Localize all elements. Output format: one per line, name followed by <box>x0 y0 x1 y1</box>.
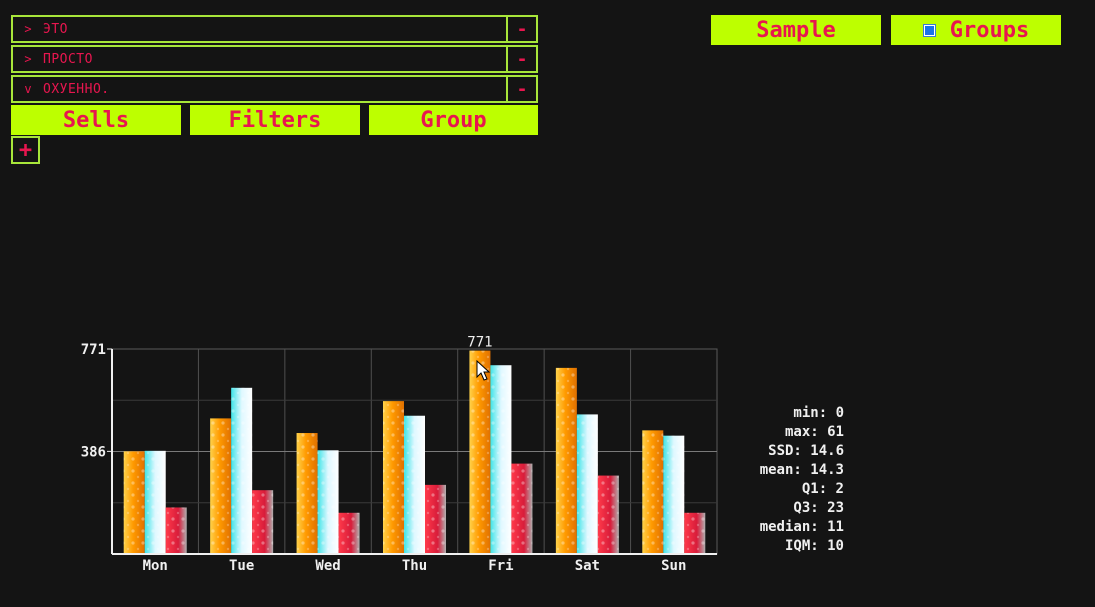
bar-texture <box>576 414 598 554</box>
x-tick-label: Sun <box>661 558 686 574</box>
x-tick-label: Tue <box>229 558 254 574</box>
hover-value-label: 771 <box>467 335 492 351</box>
remove-button[interactable]: - <box>506 47 536 71</box>
bar-texture <box>425 484 446 554</box>
bar-texture <box>555 367 577 554</box>
bar-texture <box>317 450 339 554</box>
stat-max: max: 61 <box>784 424 844 440</box>
stat-min: min: 0 <box>793 405 844 421</box>
bar-texture <box>642 430 664 554</box>
tree-row-3[interactable]: v ОХУЕННО. - <box>11 75 538 103</box>
y-tick-label: 386 <box>81 444 106 460</box>
remove-button[interactable]: - <box>506 77 536 101</box>
groups-toggle[interactable]: Groups <box>891 15 1061 45</box>
bar-texture <box>338 512 360 554</box>
tab-group[interactable]: Group <box>369 105 538 135</box>
chevron-down-icon[interactable]: v <box>24 82 32 96</box>
chart-bars <box>123 350 706 554</box>
bar-texture <box>165 507 187 554</box>
x-tick-label: Mon <box>143 558 168 574</box>
tree-row-1[interactable]: > ЭТО - <box>11 15 538 43</box>
groups-checkbox[interactable] <box>922 23 936 37</box>
stat-q1: Q1: 2 <box>801 481 844 497</box>
add-button[interactable]: + <box>11 136 40 164</box>
x-tick-label: Fri <box>488 558 513 574</box>
x-tick-label: Sat <box>575 558 600 574</box>
stat-iqm: IQM: 10 <box>784 538 844 554</box>
mouse-cursor-icon <box>476 359 491 381</box>
bar-texture <box>469 350 491 554</box>
x-tick-label: Thu <box>402 558 427 574</box>
bar-texture <box>210 418 232 554</box>
bar-texture <box>663 435 685 554</box>
bar-texture <box>684 512 706 554</box>
remove-button[interactable]: - <box>506 17 536 41</box>
chart-axes: Mon Tue Wed Thu Fri Sat Sun 386 771 771 <box>81 335 717 574</box>
tab-filters[interactable]: Filters <box>190 105 360 135</box>
bar-texture <box>296 433 318 554</box>
y-tick-label: 771 <box>81 342 106 358</box>
bar-texture <box>597 475 619 554</box>
bar-texture <box>511 463 533 554</box>
bar-texture <box>404 415 425 554</box>
stat-ssd: SSD: 14.6 <box>768 443 844 459</box>
tree-row-label: ОХУЕННО. <box>43 81 110 97</box>
stats-panel: min: 0 max: 61 SSD: 14.6 mean: 14.3 Q1: … <box>740 404 844 556</box>
tree-row-2[interactable]: > ПРОСТО - <box>11 45 538 73</box>
groups-label: Groups <box>949 17 1030 43</box>
bar-texture <box>383 401 404 554</box>
tree-row-label: ЭТО <box>43 21 68 37</box>
bar-texture <box>490 365 512 554</box>
chevron-right-icon[interactable]: > <box>24 52 32 66</box>
bar-texture <box>123 451 145 554</box>
stat-q3: Q3: 23 <box>793 500 844 516</box>
bar-texture <box>144 450 166 554</box>
bar-texture <box>252 490 274 554</box>
sample-button[interactable]: Sample <box>711 15 881 45</box>
tab-sells[interactable]: Sells <box>11 105 181 135</box>
chevron-right-icon[interactable]: > <box>24 22 32 36</box>
x-tick-label: Wed <box>315 558 340 574</box>
bar-texture <box>231 387 253 554</box>
tree-row-label: ПРОСТО <box>43 51 93 67</box>
stat-mean: mean: 14.3 <box>759 462 844 478</box>
stat-median: median: 11 <box>759 519 844 535</box>
